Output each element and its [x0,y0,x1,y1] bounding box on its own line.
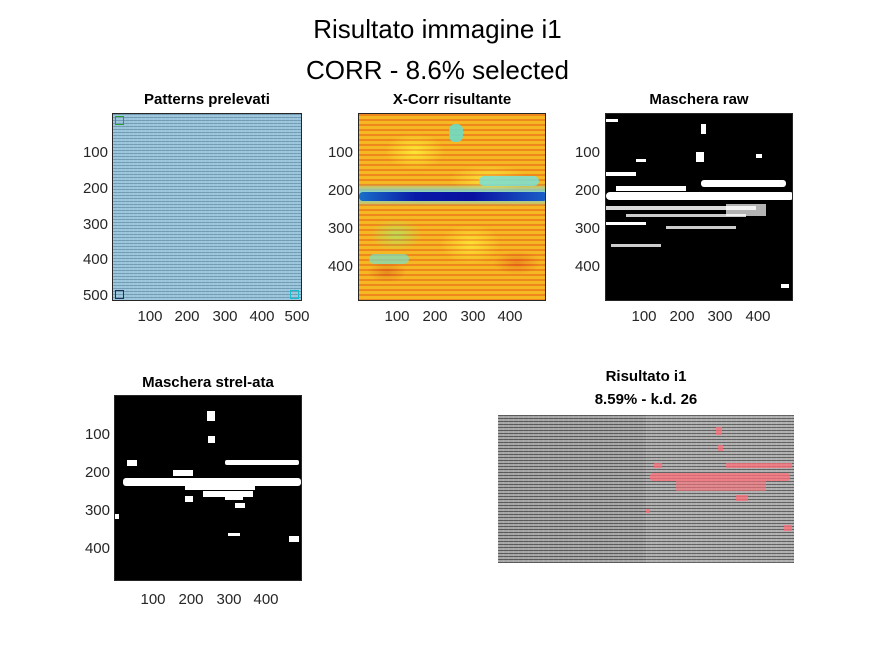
mask-blob [756,154,762,158]
y-tick: 400 [327,258,353,275]
y-tick: 100 [574,144,600,161]
y-tick: 200 [574,182,600,199]
mask-strel-title: Maschera strel-ata [142,374,274,391]
pattern-marker-bottom-right [290,290,299,299]
mask-blob [235,503,245,508]
patterns-title: Patterns prelevati [144,91,270,108]
mask-blob [225,460,299,465]
y-tick: 100 [82,144,108,161]
result-overlay-image [646,415,794,563]
x-tick: 500 [284,308,310,325]
overlay-region [654,463,662,468]
pattern-marker-bottom-left [115,290,124,299]
x-tick: 200 [422,308,448,325]
y-tick: 100 [84,426,110,443]
xcorr-image [358,113,546,301]
mask-raw-title: Maschera raw [649,91,749,108]
patterns-image [112,113,302,301]
y-tick: 300 [327,220,353,237]
mask-blob [606,222,646,225]
mask-blob [228,533,240,536]
x-tick: 100 [137,308,163,325]
y-tick: 100 [327,144,353,161]
result-image [498,415,794,563]
overlay-region [716,427,722,435]
mask-blob [115,514,119,519]
mask-blob [666,226,736,229]
y-tick: 400 [84,540,110,557]
overlay-region [784,525,792,531]
pattern-marker-top-left [115,116,124,125]
xcorr-cyan-spot [369,254,409,264]
overlay-region [736,495,748,501]
figure-subtitle: CORR - 8.6% selected [306,55,569,85]
figure-title: Risultato immagine i1 [313,14,562,44]
x-tick: 200 [174,308,200,325]
overlay-region [676,481,766,491]
x-tick: 400 [253,591,279,608]
result-original-image [498,415,646,563]
mask-blob [701,124,706,134]
mask-blob [127,460,137,466]
mask-blob [606,119,618,122]
y-tick: 300 [84,502,110,519]
x-tick: 300 [460,308,486,325]
mask-strel-image [114,395,302,581]
y-tick: 500 [82,287,108,304]
mask-blob [696,152,704,162]
mask-blob [701,180,786,187]
x-tick: 100 [384,308,410,325]
mask-blob [185,496,193,502]
result-title: Risultato i1 [605,368,687,385]
mask-blob [207,411,215,421]
xcorr-title: X-Corr risultante [392,91,512,108]
y-tick: 300 [82,216,108,233]
y-tick: 200 [84,464,110,481]
mask-blob [225,496,243,500]
y-tick: 200 [82,180,108,197]
mask-blob [606,192,792,200]
mask-blob [626,214,746,217]
x-tick: 200 [178,591,204,608]
overlay-region [646,509,650,513]
x-tick: 400 [497,308,523,325]
y-tick: 400 [574,258,600,275]
x-tick: 100 [140,591,166,608]
overlay-region [726,463,792,468]
x-tick: 200 [669,308,695,325]
mask-blob [173,470,193,476]
result-subtitle: 8.59% - k.d. 26 [594,391,698,408]
x-tick: 400 [745,308,771,325]
xcorr-cyan-spot [479,176,539,186]
x-tick: 300 [216,591,242,608]
overlay-region [650,473,790,481]
y-tick: 300 [574,220,600,237]
mask-blob [203,491,253,497]
overlay-region [718,445,723,451]
mask-blob [611,244,661,247]
mask-blob [185,484,255,490]
x-tick: 400 [249,308,275,325]
mask-blob [781,284,789,288]
y-tick: 400 [82,251,108,268]
mask-raw-image [605,113,793,301]
mask-blob [636,159,646,162]
x-tick: 100 [631,308,657,325]
x-tick: 300 [707,308,733,325]
mask-blob [606,206,756,210]
mask-blob [616,186,686,191]
mask-blob [123,478,301,486]
y-tick: 200 [327,182,353,199]
xcorr-cyan-spot [449,124,463,142]
x-tick: 300 [212,308,238,325]
mask-blob [208,436,215,443]
xcorr-blue-band [359,192,545,201]
mask-blob [289,536,299,542]
mask-blob [606,172,636,176]
mask-blob [726,204,766,216]
